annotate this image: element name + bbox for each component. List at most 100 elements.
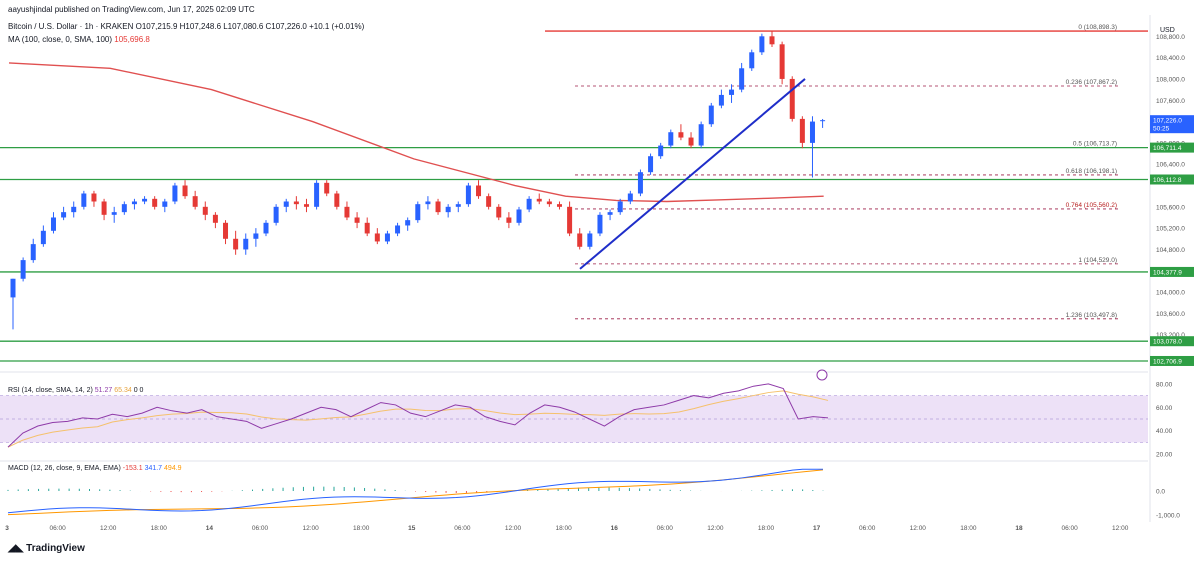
time-tick-label: 18:00 (758, 525, 775, 532)
candle-body (253, 233, 259, 239)
symbol-header: Bitcoin / U.S. Dollar · 1h · KRAKEN O107… (8, 22, 364, 31)
candle-body (627, 193, 633, 202)
rsi-tick-label: 60.00 (1156, 405, 1173, 412)
time-tick-label: 12:00 (505, 525, 522, 532)
candle-body (101, 201, 107, 215)
candle-body (486, 196, 492, 207)
time-tick-label: 06:00 (657, 525, 674, 532)
fib-level-label: 1 (104,529.0) (1078, 257, 1117, 264)
time-tick-label: 06:00 (49, 525, 66, 532)
candle-body (172, 185, 178, 202)
candle-body (526, 198, 532, 210)
fib-level-label: 1.236 (103,497.8) (1066, 312, 1117, 319)
candle-body (223, 222, 229, 239)
time-tick-label: 12:00 (100, 525, 117, 532)
time-tick-label: 12:00 (707, 525, 724, 532)
rsi-band (0, 395, 1148, 443)
candle-body (243, 238, 249, 250)
ma-value: 105,696.8 (114, 35, 150, 44)
fib-level-label: 0 (108,898.3) (1078, 24, 1117, 31)
price-tag-label: 106,112.8 (1153, 177, 1182, 184)
candle-body (678, 132, 684, 138)
price-tag-label: 106,711.4 (1153, 145, 1182, 152)
candle-body (91, 193, 97, 202)
candle-body (283, 201, 289, 207)
time-tick-label: 3 (5, 525, 9, 532)
price-tick-label: 104,800.0 (1156, 247, 1185, 254)
rsi-tick-label: 40.00 (1156, 428, 1173, 435)
ma-legend: MA (100, close, 0, SMA, 100) 105,696.8 (8, 35, 150, 44)
candle-body (131, 201, 137, 205)
price-tag-label: 103,078.0 (1153, 339, 1182, 346)
macd-tick-label: -1,000.0 (1156, 513, 1180, 520)
candle-body (273, 206, 279, 223)
candle-body (820, 120, 826, 122)
candle-body (637, 172, 643, 194)
candle-body (739, 68, 745, 90)
macd-legend: MACD (12, 26, close, 9, EMA, EMA) -153.1… (8, 465, 182, 472)
candle-body (364, 222, 370, 234)
candle-body (111, 212, 117, 215)
price-tick-label: 108,400.0 (1156, 55, 1185, 62)
candle-body (50, 217, 56, 231)
candle-body (20, 260, 26, 279)
time-tick-label: 06:00 (859, 525, 876, 532)
trendline (579, 78, 806, 270)
candle-body (617, 201, 623, 213)
candle-body (536, 198, 542, 202)
candle-body (597, 214, 603, 234)
candle-body (263, 222, 269, 234)
candle-body (718, 94, 724, 106)
candle-body (587, 233, 593, 247)
symbol-title: Bitcoin / U.S. Dollar · 1h · KRAKEN (8, 22, 134, 31)
price-tag-box (1150, 336, 1194, 347)
candle-body (202, 206, 208, 215)
candle-body (567, 206, 573, 234)
candle-body (648, 156, 654, 173)
candle-body (546, 201, 552, 205)
ma-line (8, 62, 824, 203)
price-tag-label: 107,226.0 (1153, 118, 1182, 125)
currency-label: USD (1160, 27, 1175, 34)
time-tick-label: 06:00 (454, 525, 471, 532)
candle-body (354, 217, 360, 223)
candle-body (516, 209, 522, 223)
rsi-sma-line (7, 390, 829, 448)
tradingview-footer-label: TradingView (26, 543, 85, 554)
price-tag-box (1150, 266, 1194, 277)
candle-body (182, 185, 188, 197)
time-tick-label: 06:00 (252, 525, 269, 532)
macd-line (7, 468, 823, 514)
time-tick-label: 18:00 (555, 525, 572, 532)
price-tag-label: 102,706.9 (1153, 358, 1182, 365)
candle-body (809, 121, 815, 143)
candle-body (577, 233, 583, 247)
candle-body (435, 201, 441, 213)
candle-body (212, 214, 218, 223)
candle-body (121, 204, 127, 213)
candle-body (556, 204, 562, 207)
publisher-line: aayushjindal published on TradingView.co… (8, 5, 255, 14)
candle-body (729, 89, 735, 95)
event-marker-icon (816, 369, 828, 381)
time-tick-label: 12:00 (910, 525, 927, 532)
rsi-tick-label: 80.00 (1156, 381, 1173, 388)
candle-body (142, 198, 148, 202)
candle-body (759, 36, 765, 53)
time-tick-label: 18 (1015, 525, 1023, 532)
price-tick-label: 108,000.0 (1156, 76, 1185, 83)
candle-body (789, 78, 795, 119)
candle-body (425, 201, 431, 205)
rsi-line (7, 383, 829, 448)
candle-body (465, 185, 471, 205)
candle-body (324, 182, 330, 194)
price-tick-label: 103,600.0 (1156, 311, 1185, 318)
time-tick-label: 16 (611, 525, 619, 532)
price-tick-label: 106,400.0 (1156, 162, 1185, 169)
tradingview-icon: ◢◣ (8, 543, 24, 554)
time-tick-label: 17 (813, 525, 821, 532)
candle-body (61, 212, 67, 218)
candle-body (607, 212, 613, 215)
macd-tick-label: 0.0 (1156, 489, 1165, 496)
